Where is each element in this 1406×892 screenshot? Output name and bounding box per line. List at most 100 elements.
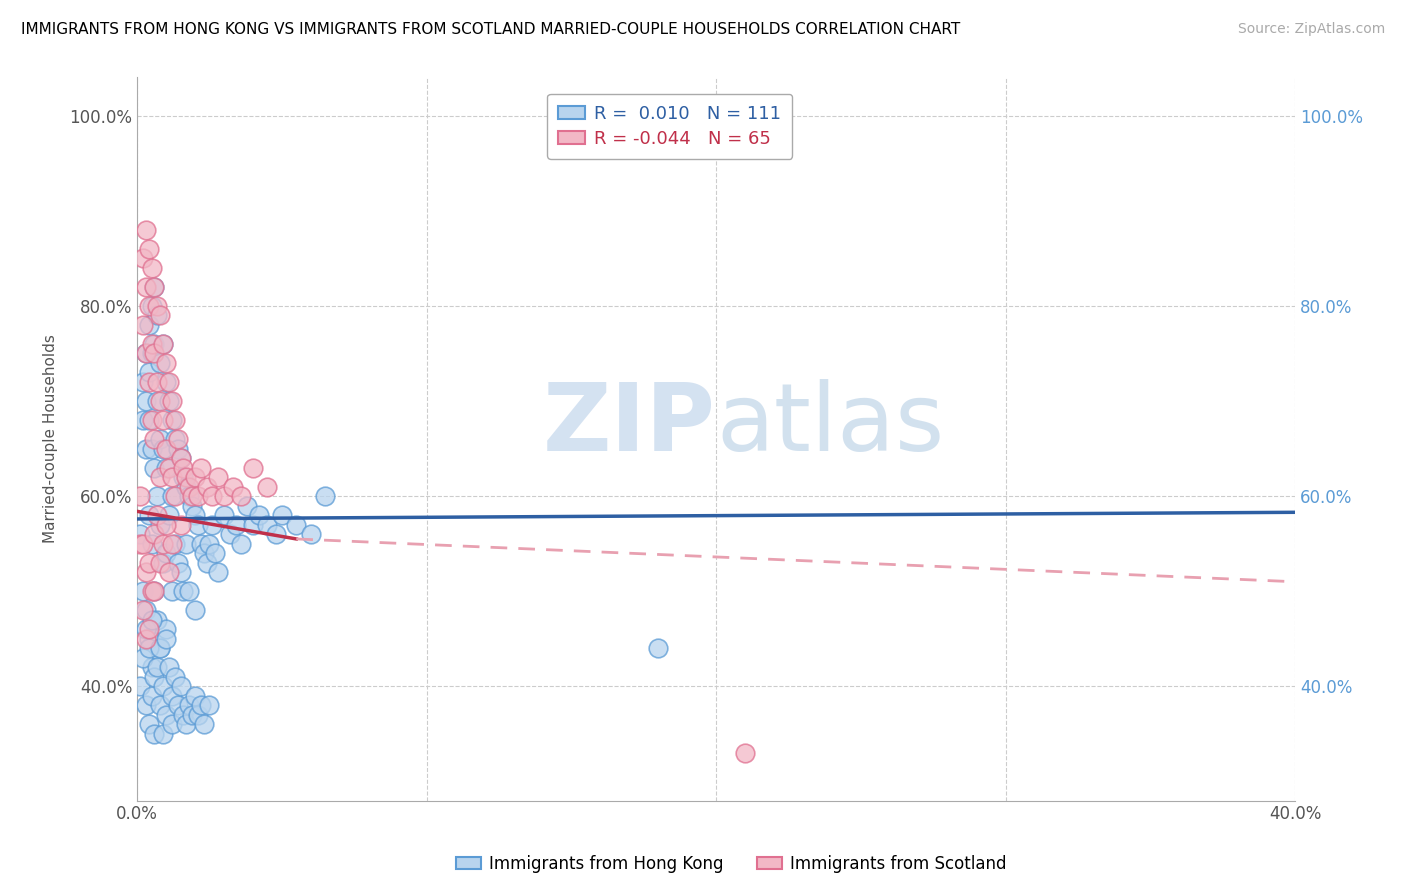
Point xyxy=(141,584,163,599)
Point xyxy=(141,660,163,674)
Point xyxy=(155,442,177,456)
Point xyxy=(152,337,174,351)
Text: atlas: atlas xyxy=(716,378,945,471)
Point xyxy=(184,470,207,484)
Point xyxy=(146,508,169,523)
Point xyxy=(169,517,191,532)
Point xyxy=(212,489,235,503)
Point xyxy=(155,460,177,475)
Point xyxy=(181,708,204,723)
Point xyxy=(132,537,155,551)
Point xyxy=(146,375,169,389)
Point xyxy=(152,442,174,456)
Point xyxy=(172,708,194,723)
Point xyxy=(129,527,152,541)
Point xyxy=(155,517,177,532)
Point xyxy=(179,489,201,503)
Point xyxy=(160,394,183,409)
Point xyxy=(155,546,177,560)
Point xyxy=(141,537,163,551)
Point xyxy=(176,480,198,494)
Point xyxy=(138,318,160,332)
Point xyxy=(160,413,183,427)
Point xyxy=(143,460,166,475)
Point xyxy=(135,346,157,360)
Point xyxy=(135,222,157,236)
Point xyxy=(187,708,209,723)
Point xyxy=(129,537,152,551)
Point xyxy=(212,508,235,523)
Point xyxy=(163,670,186,684)
Point xyxy=(149,356,172,370)
Point xyxy=(141,613,163,627)
Point xyxy=(138,413,160,427)
Point xyxy=(149,556,172,570)
Point xyxy=(143,280,166,294)
Point xyxy=(155,375,177,389)
Point xyxy=(157,508,180,523)
Point xyxy=(143,337,166,351)
Point xyxy=(141,299,163,313)
Point xyxy=(187,489,209,503)
Point xyxy=(135,442,157,456)
Point xyxy=(132,375,155,389)
Point xyxy=(129,489,152,503)
Point xyxy=(201,489,224,503)
Point xyxy=(163,413,186,427)
Point xyxy=(242,517,264,532)
Point xyxy=(138,242,160,256)
Point xyxy=(155,632,177,646)
Point xyxy=(231,489,253,503)
Point xyxy=(132,603,155,617)
Point xyxy=(143,280,166,294)
Point xyxy=(157,566,180,580)
Point xyxy=(231,537,253,551)
Point xyxy=(141,337,163,351)
Point xyxy=(146,299,169,313)
Text: IMMIGRANTS FROM HONG KONG VS IMMIGRANTS FROM SCOTLAND MARRIED-COUPLE HOUSEHOLDS : IMMIGRANTS FROM HONG KONG VS IMMIGRANTS … xyxy=(21,22,960,37)
Point xyxy=(157,460,180,475)
Point xyxy=(135,394,157,409)
Point xyxy=(152,727,174,741)
Point xyxy=(160,689,183,703)
Point xyxy=(135,632,157,646)
Point xyxy=(187,517,209,532)
Point xyxy=(152,537,174,551)
Point xyxy=(157,375,180,389)
Point xyxy=(169,680,191,694)
Point xyxy=(141,346,163,360)
Point xyxy=(141,689,163,703)
Point xyxy=(169,451,191,466)
Point xyxy=(163,489,186,503)
Point xyxy=(169,451,191,466)
Legend: R =  0.010   N = 111, R = -0.044   N = 65: R = 0.010 N = 111, R = -0.044 N = 65 xyxy=(547,94,792,159)
Point xyxy=(143,432,166,446)
Point xyxy=(181,499,204,513)
Point xyxy=(176,470,198,484)
Point xyxy=(207,470,229,484)
Point xyxy=(135,280,157,294)
Point xyxy=(225,517,247,532)
Point xyxy=(149,432,172,446)
Point xyxy=(166,556,188,570)
Point xyxy=(132,413,155,427)
Point xyxy=(201,517,224,532)
Point xyxy=(176,717,198,731)
Point xyxy=(314,489,336,503)
Point xyxy=(163,537,186,551)
Point xyxy=(264,527,287,541)
Point xyxy=(166,698,188,713)
Point xyxy=(179,584,201,599)
Point xyxy=(184,689,207,703)
Point xyxy=(146,489,169,503)
Point xyxy=(184,508,207,523)
Point xyxy=(256,480,278,494)
Point xyxy=(256,517,278,532)
Point xyxy=(138,375,160,389)
Legend: Immigrants from Hong Kong, Immigrants from Scotland: Immigrants from Hong Kong, Immigrants fr… xyxy=(449,848,1014,880)
Point xyxy=(179,698,201,713)
Point xyxy=(149,641,172,656)
Point xyxy=(149,698,172,713)
Point xyxy=(190,537,212,551)
Point xyxy=(236,499,259,513)
